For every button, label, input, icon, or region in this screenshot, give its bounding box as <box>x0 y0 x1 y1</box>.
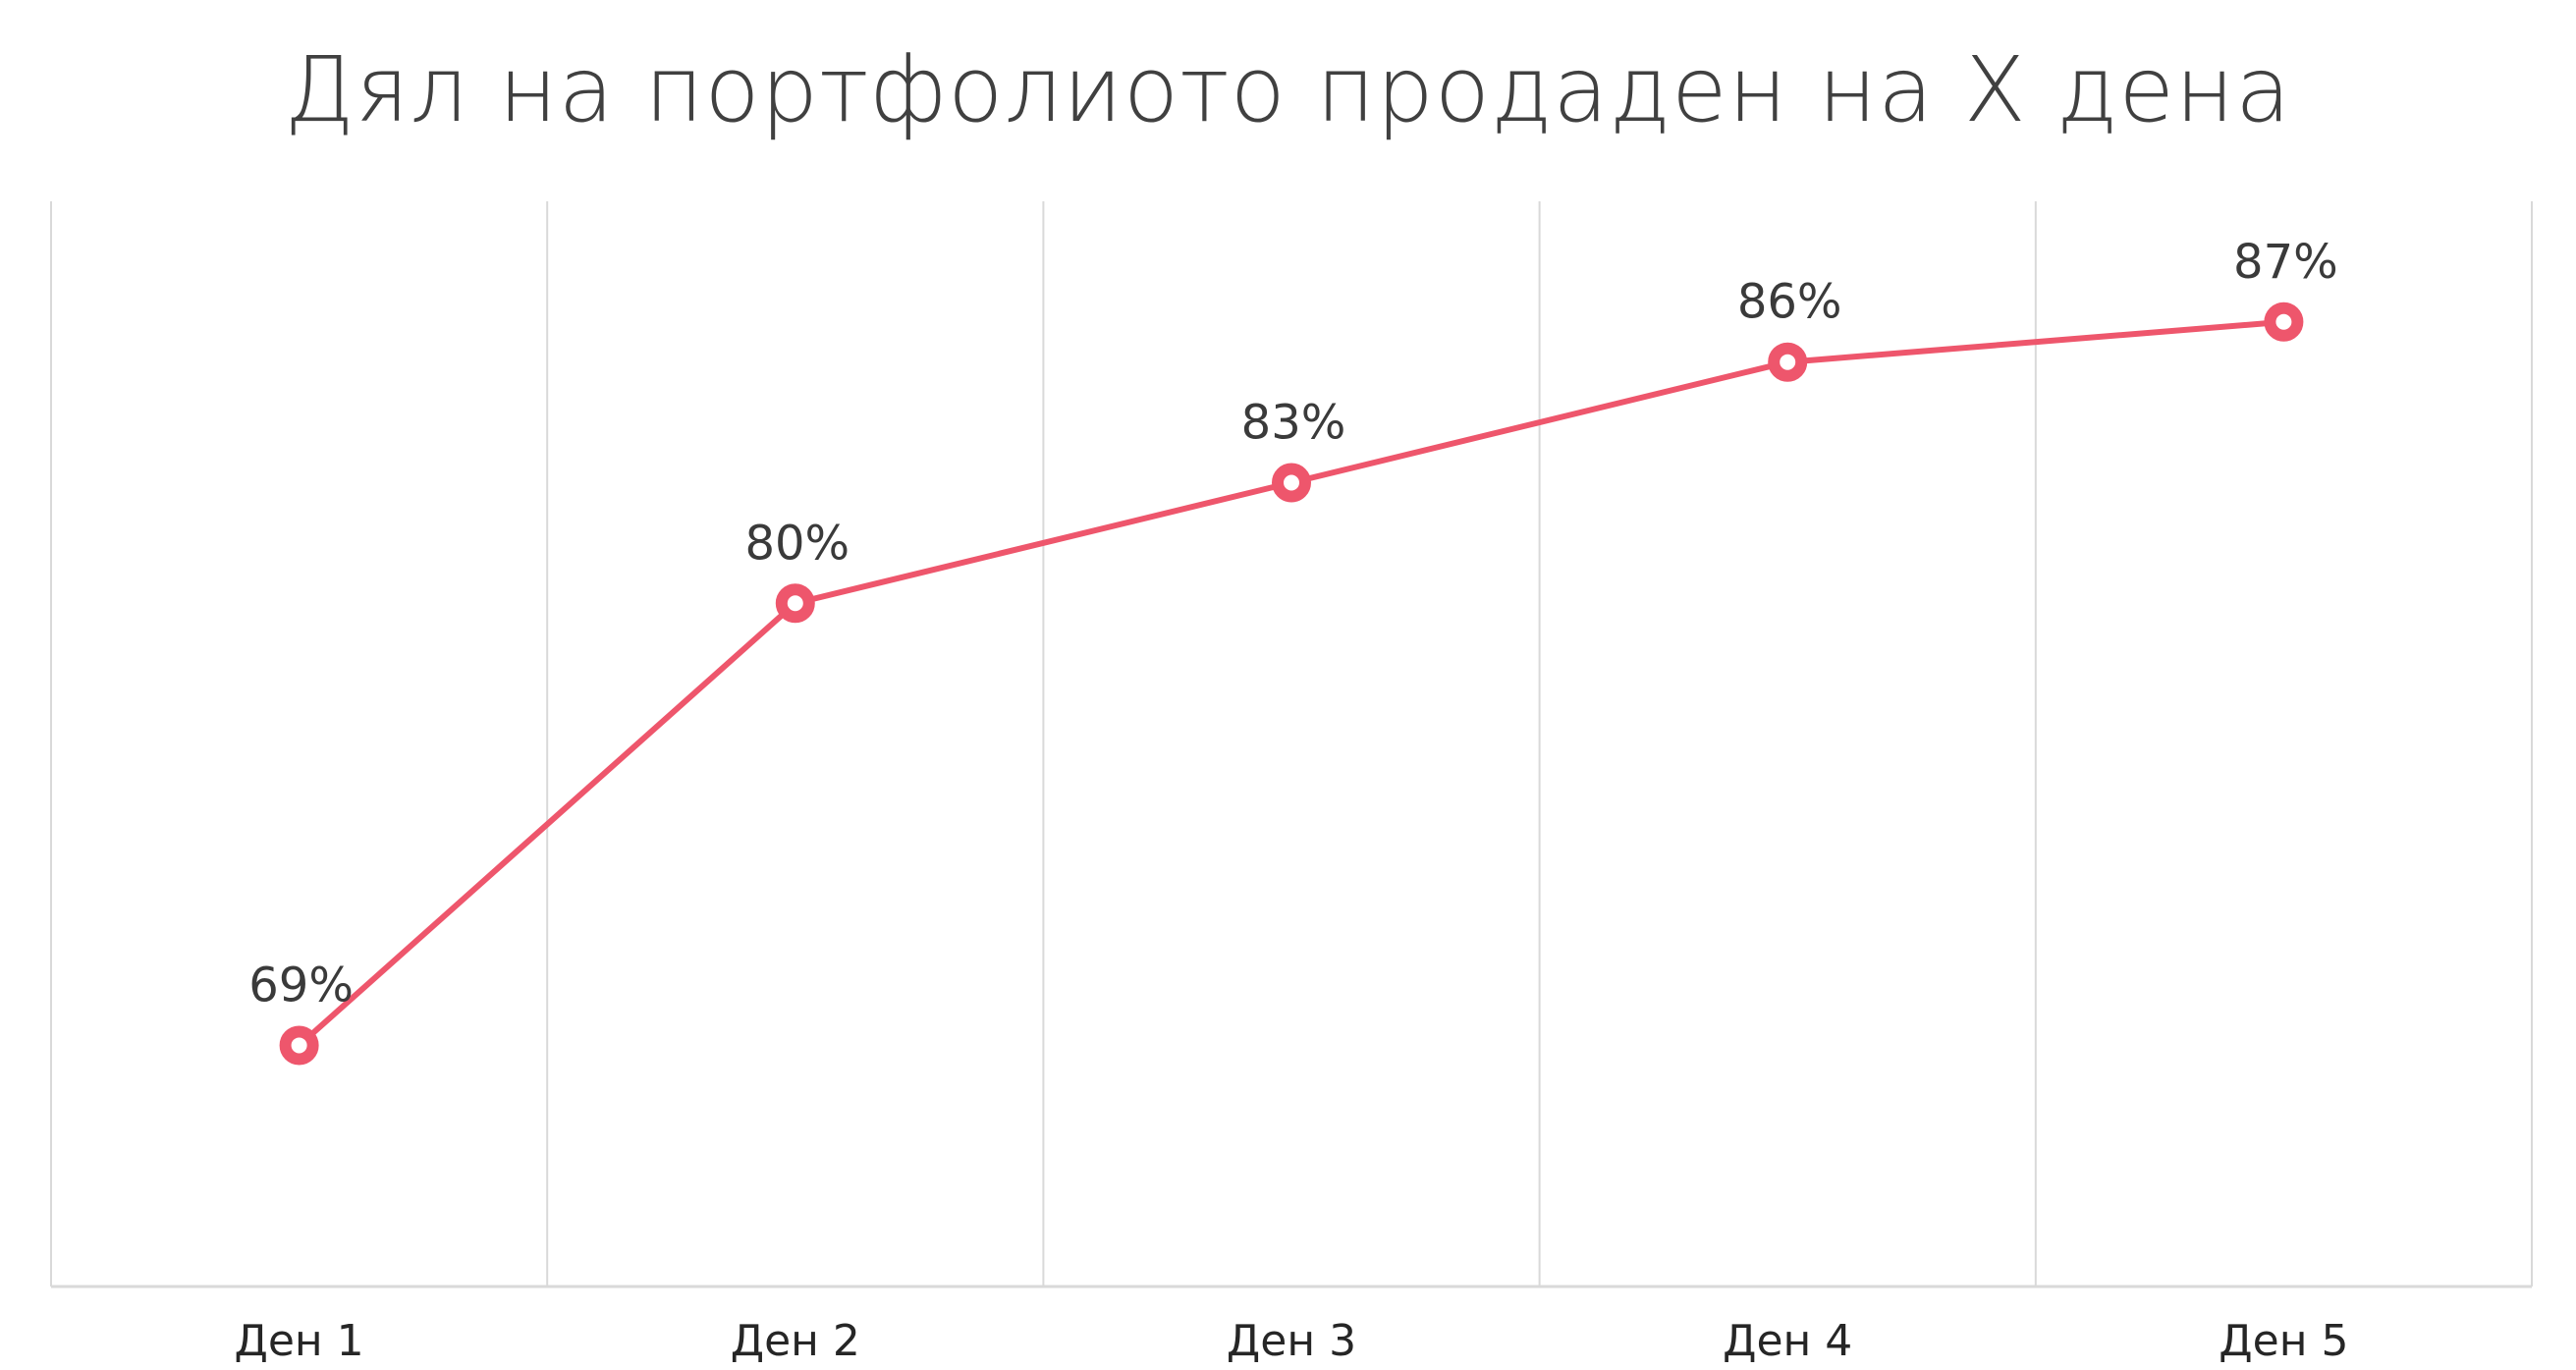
data-label: 80% <box>744 516 850 571</box>
data-label: 69% <box>248 958 354 1013</box>
data-label: 83% <box>1241 395 1346 450</box>
x-tick-label: Ден 1 <box>234 1316 363 1366</box>
data-point <box>1272 463 1311 503</box>
data-label: 86% <box>1737 275 1842 330</box>
data-label: 87% <box>2233 235 2338 290</box>
data-labels: 69% 80% 83% 86% 87% <box>248 235 2337 1014</box>
grid-lines <box>50 201 2533 1287</box>
x-tick-label: Ден 2 <box>731 1316 860 1366</box>
data-point <box>2264 301 2304 342</box>
data-point <box>1768 342 1808 382</box>
x-tick-label: Ден 4 <box>1723 1316 1852 1366</box>
data-points <box>279 301 2304 1066</box>
x-tick-labels: Ден 1 Ден 2 Ден 3 Ден 4 Ден 5 <box>234 1316 2348 1366</box>
x-tick-label: Ден 5 <box>2219 1316 2348 1366</box>
chart-title: Дял на портфолиото продаден на X дена <box>284 37 2292 142</box>
data-point <box>279 1025 319 1066</box>
data-point <box>775 583 815 624</box>
x-tick-label: Ден 3 <box>1227 1316 1356 1366</box>
